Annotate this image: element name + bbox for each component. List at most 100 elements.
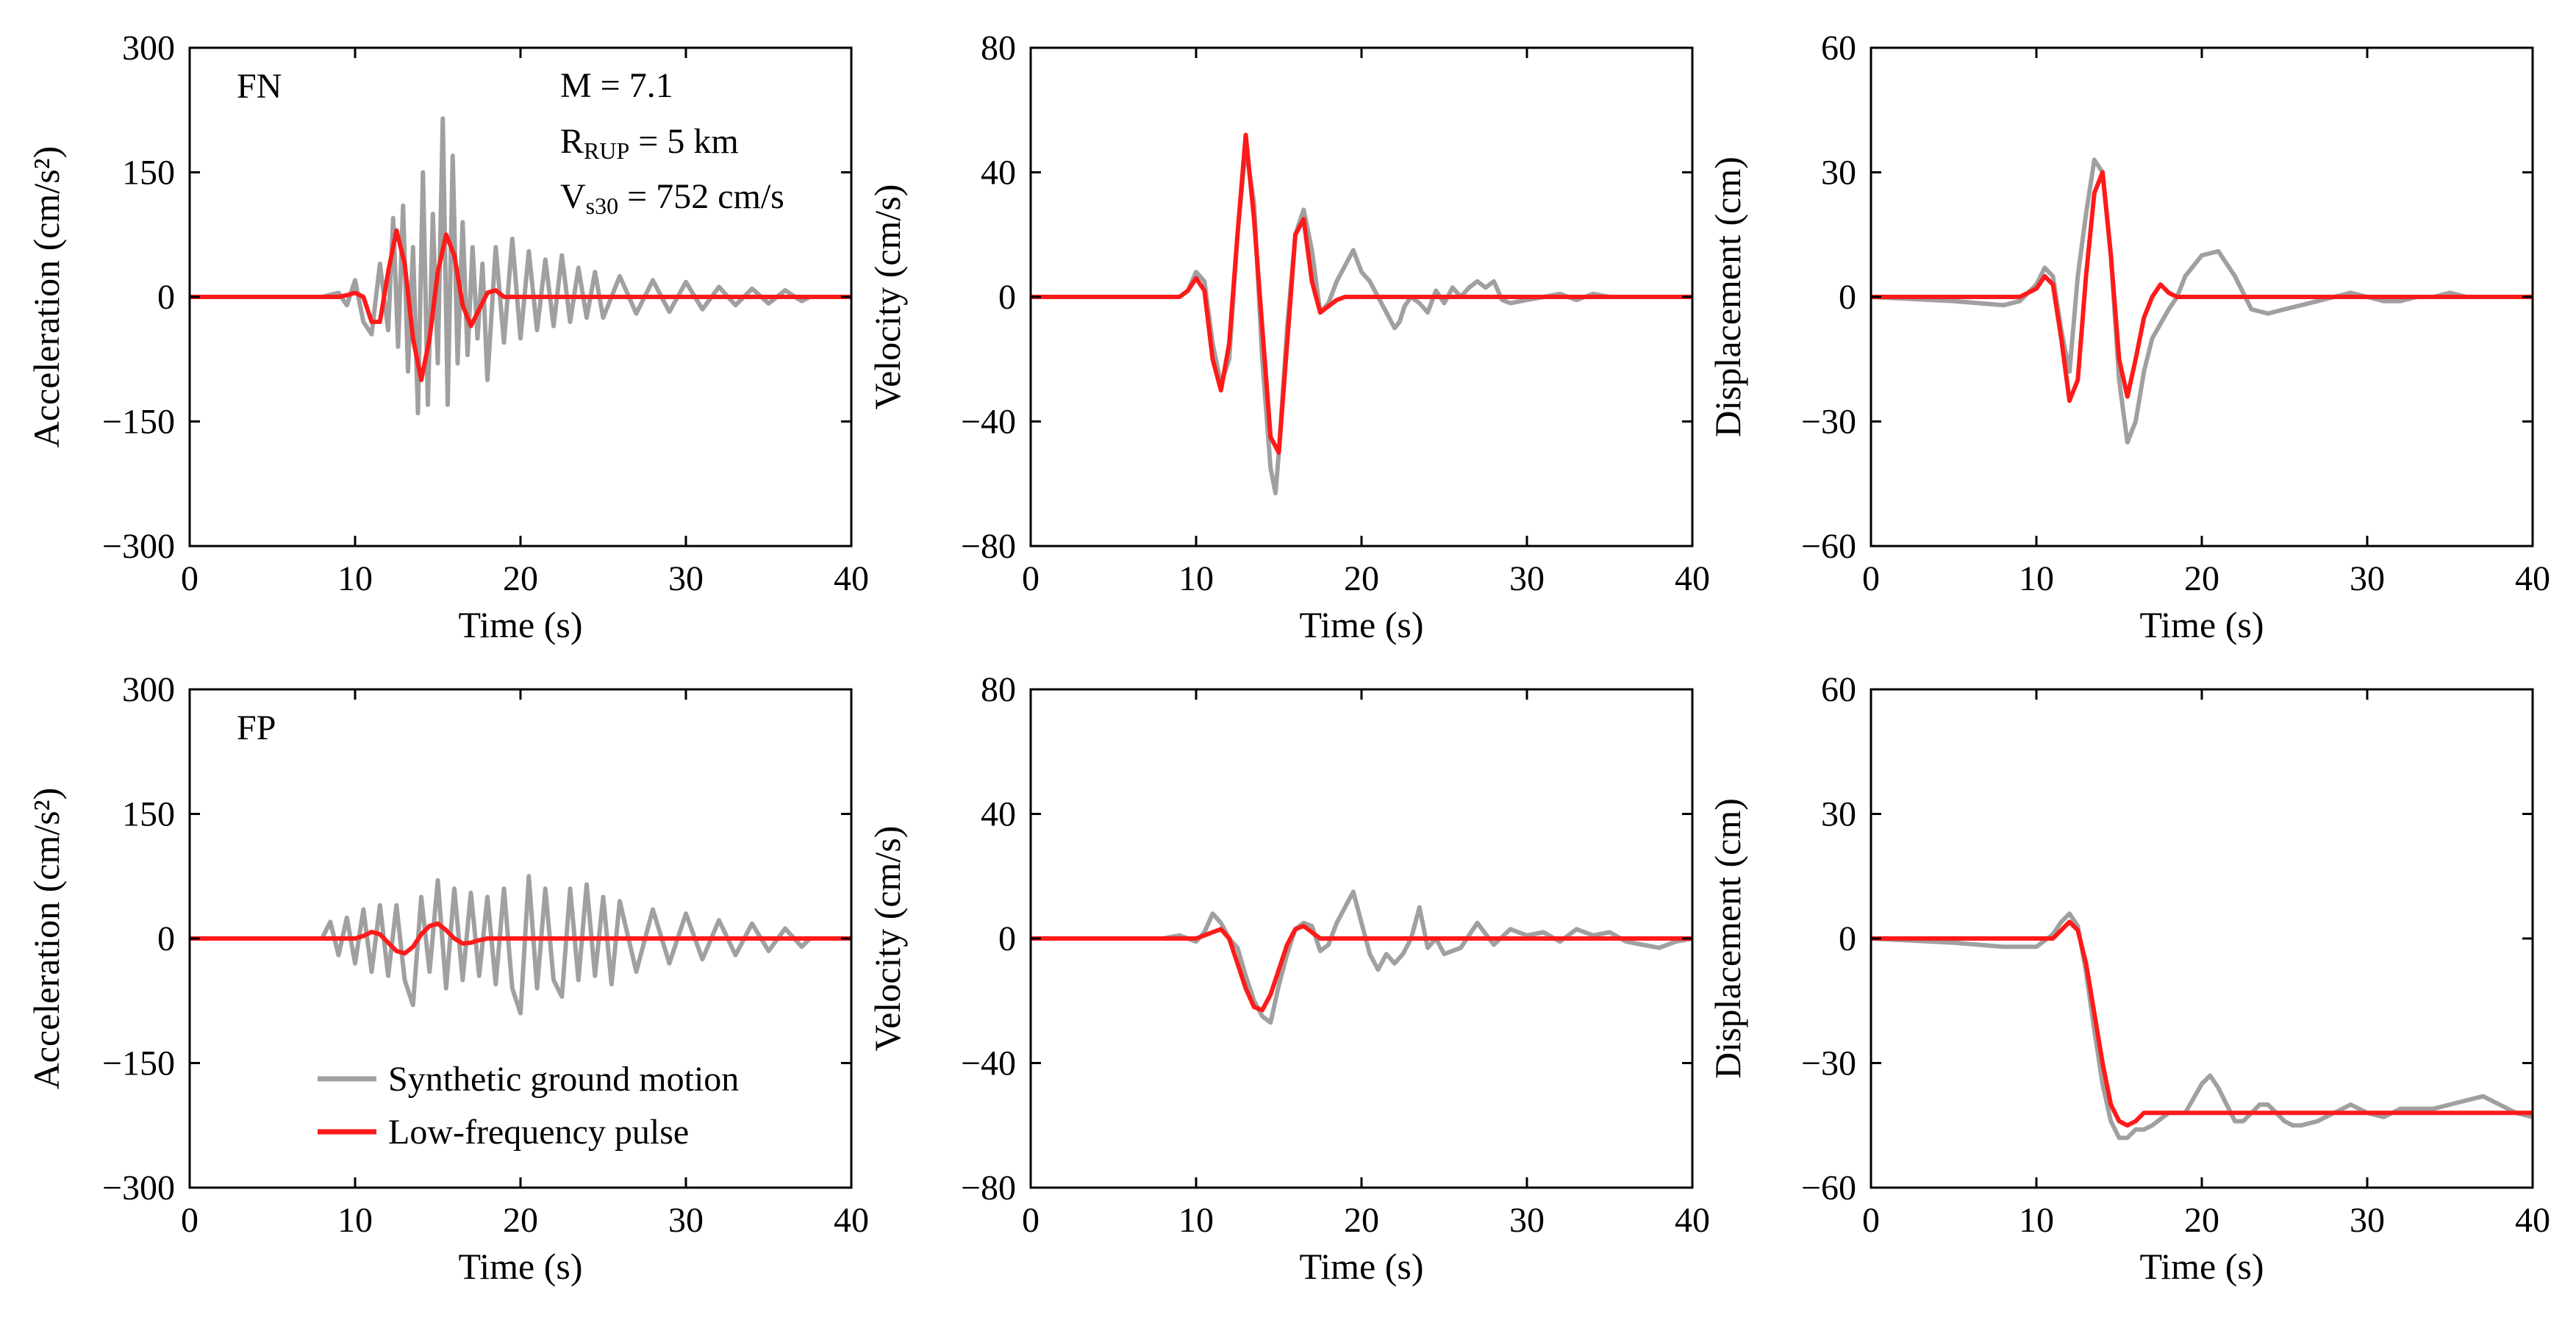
panel-fn-vel: 0 10 20 30 40 80 40 0 −40 −80 Time (s) Velocity (cm… — [867, 29, 1710, 645]
y-tick-label: 0 — [998, 919, 1016, 958]
y-axis-label: Velocity (cm/s) — [867, 826, 908, 1052]
x-tick-label: 0 — [1862, 559, 1880, 598]
y-axis-label: Velocity (cm/s) — [867, 184, 908, 410]
x-tick-label: 30 — [2350, 559, 2385, 598]
rrup-text: RRUP = 5 km — [560, 122, 739, 164]
y-tick-label: −300 — [102, 527, 175, 566]
series-pulse-line — [190, 921, 851, 956]
x-tick-label: 0 — [1862, 1201, 1880, 1240]
y-tick-label: −30 — [1801, 1044, 1856, 1083]
x-tick-label: 30 — [668, 1201, 704, 1240]
series-pulse-line — [1871, 919, 2533, 1128]
y-tick-label: 80 — [981, 670, 1016, 709]
y-tick-label: −30 — [1801, 403, 1856, 442]
y-tick-label: 150 — [122, 154, 175, 193]
y-tick-label: −80 — [961, 1169, 1016, 1207]
x-tick-label: 20 — [2184, 559, 2219, 598]
x-tick-label: 40 — [1675, 559, 1710, 598]
x-tick-label: 40 — [834, 559, 869, 598]
x-tick-label: 0 — [1022, 559, 1040, 598]
y-axis-label: Displacement (cm) — [1707, 798, 1748, 1079]
y-tick-label: −150 — [102, 403, 175, 442]
x-axis-label: Time (s) — [2139, 1246, 2264, 1287]
rrup-prefix: R — [560, 122, 584, 161]
series-pulse-line — [1031, 924, 1692, 1013]
y-tick-label: 0 — [157, 278, 175, 317]
x-tick-label: 40 — [834, 1201, 869, 1240]
y-axis-label: Acceleration (cm/s²) — [26, 146, 67, 448]
x-tick-label: 20 — [503, 1201, 538, 1240]
y-axis-label: Acceleration (cm/s²) — [26, 788, 67, 1090]
panel-fn-disp: 0 10 20 30 40 60 30 0 −30 −60 Time (s) Displacement… — [1707, 29, 2550, 645]
y-tick-label: 150 — [122, 795, 175, 834]
x-tick-label: 20 — [2184, 1201, 2219, 1240]
y-tick-label: −80 — [961, 527, 1016, 566]
x-tick-label: 10 — [337, 1201, 373, 1240]
x-tick-label: 10 — [1178, 559, 1214, 598]
row-label: FN — [237, 67, 282, 106]
y-tick-label: 300 — [122, 29, 175, 68]
x-tick-label: 30 — [1509, 559, 1545, 598]
series-synthetic-line — [1871, 911, 2533, 1141]
vs30-prefix: V — [560, 177, 586, 216]
x-tick-label: 0 — [1022, 1201, 1040, 1240]
legend: Synthetic ground motion Low-frequency pu… — [318, 1060, 739, 1152]
x-axis-label: Time (s) — [1299, 604, 1423, 645]
vs30-value: = 752 cm/s — [618, 177, 784, 216]
y-tick-label: −60 — [1801, 527, 1856, 566]
y-tick-label: −60 — [1801, 1169, 1856, 1207]
series-pulse-line — [190, 228, 851, 382]
x-tick-label: 20 — [503, 559, 538, 598]
x-tick-label: 10 — [2019, 1201, 2054, 1240]
x-tick-label: 0 — [181, 559, 198, 598]
x-tick-label: 30 — [668, 559, 704, 598]
y-tick-label: 40 — [981, 154, 1016, 193]
row-label: FP — [237, 708, 276, 747]
x-tick-label: 40 — [1675, 1201, 1710, 1240]
series-synthetic-line — [190, 116, 812, 416]
x-tick-label: 10 — [1178, 1201, 1214, 1240]
series-synthetic-line — [1031, 145, 1692, 495]
x-tick-label: 20 — [1344, 559, 1379, 598]
x-tick-label: 20 — [1344, 1201, 1379, 1240]
y-tick-label: −150 — [102, 1044, 175, 1083]
x-tick-label: 0 — [181, 1201, 198, 1240]
vs30-subscript: s30 — [586, 193, 618, 219]
y-tick-label: 60 — [1821, 29, 1856, 68]
x-tick-label: 30 — [1509, 1201, 1545, 1240]
vs30-text: Vs30 = 752 cm/s — [560, 177, 784, 219]
magnitude-text: M = 7.1 — [560, 66, 673, 105]
x-tick-label: 10 — [2019, 559, 2054, 598]
panel-fp-disp: 0 10 20 30 40 60 30 0 −30 −60 Time (s) Displacement… — [1707, 670, 2550, 1287]
x-tick-label: 30 — [2350, 1201, 2385, 1240]
y-tick-label: 0 — [157, 919, 175, 958]
x-axis-label: Time (s) — [458, 1246, 582, 1287]
series-pulse-line — [1871, 170, 2533, 403]
panel-fp-acc: 0 10 20 30 40 300 150 0 −150 −300 Time (s) Accelera… — [26, 670, 869, 1287]
x-tick-label: 40 — [2515, 1201, 2550, 1240]
rrup-subscript: RUP — [584, 137, 629, 164]
y-tick-label: −40 — [961, 403, 1016, 442]
legend-synthetic-label: Synthetic ground motion — [388, 1060, 739, 1099]
x-axis-label: Time (s) — [458, 604, 582, 645]
y-tick-label: 80 — [981, 29, 1016, 68]
y-tick-label: 0 — [1839, 278, 1856, 317]
y-tick-label: 30 — [1821, 154, 1856, 193]
y-tick-label: 30 — [1821, 795, 1856, 834]
x-tick-label: 40 — [2515, 559, 2550, 598]
y-tick-label: 0 — [1839, 919, 1856, 958]
y-tick-label: −40 — [961, 1044, 1016, 1083]
series-synthetic-line — [1871, 157, 2533, 445]
panel-fn-acc: 0 10 20 30 40 300 150 0 −150 −300 Time (s) Accelera… — [26, 29, 869, 645]
parameter-annotation: M = 7.1 RRUP = 5 km Vs30 = 752 cm/s — [560, 66, 784, 219]
x-axis-label: Time (s) — [2139, 604, 2264, 645]
rrup-value: = 5 km — [629, 122, 738, 161]
x-axis-label: Time (s) — [1299, 1246, 1423, 1287]
y-tick-label: 60 — [1821, 670, 1856, 709]
series-synthetic-line — [190, 874, 812, 1016]
legend-pulse-label: Low-frequency pulse — [388, 1113, 689, 1152]
y-axis-label: Displacement (cm) — [1707, 157, 1748, 437]
y-tick-label: 0 — [998, 278, 1016, 317]
